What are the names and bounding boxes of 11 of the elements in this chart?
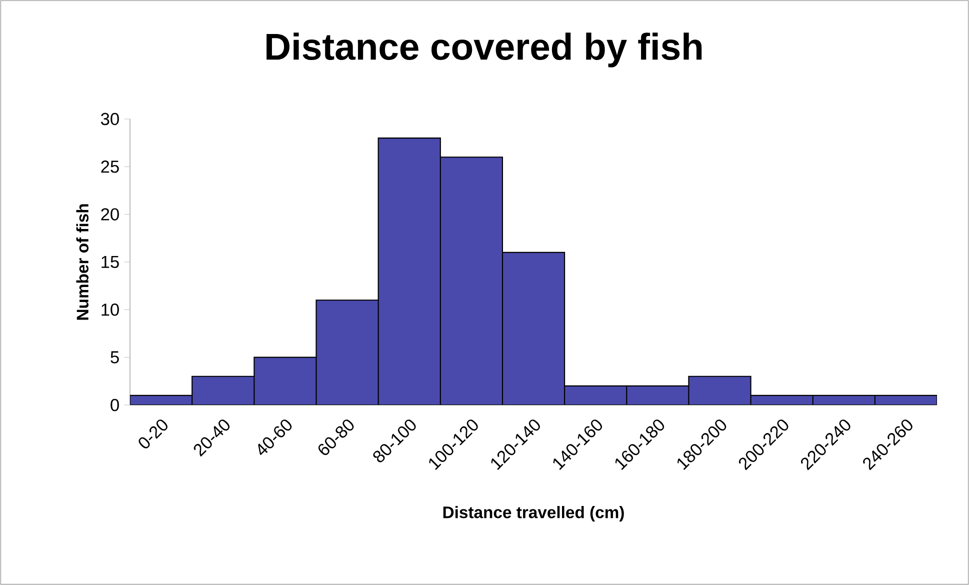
x-tick-label: 0-20 [138,420,168,448]
y-tick-label: 30 [100,112,119,126]
y-tick-label: 15 [102,256,119,268]
x-axis-title: Distance travelled (cm) [443,506,624,522]
y-axis-title: Number of fish [76,204,89,320]
y-tick-label: 5 [110,351,119,364]
y-tick-label: 25 [101,160,119,173]
y-tick-label: 20 [101,208,119,220]
y-tick-label: 0 [110,398,119,412]
y-tick-label: 10 [102,304,119,316]
chart-title: Distance covered by fish [266,32,702,68]
